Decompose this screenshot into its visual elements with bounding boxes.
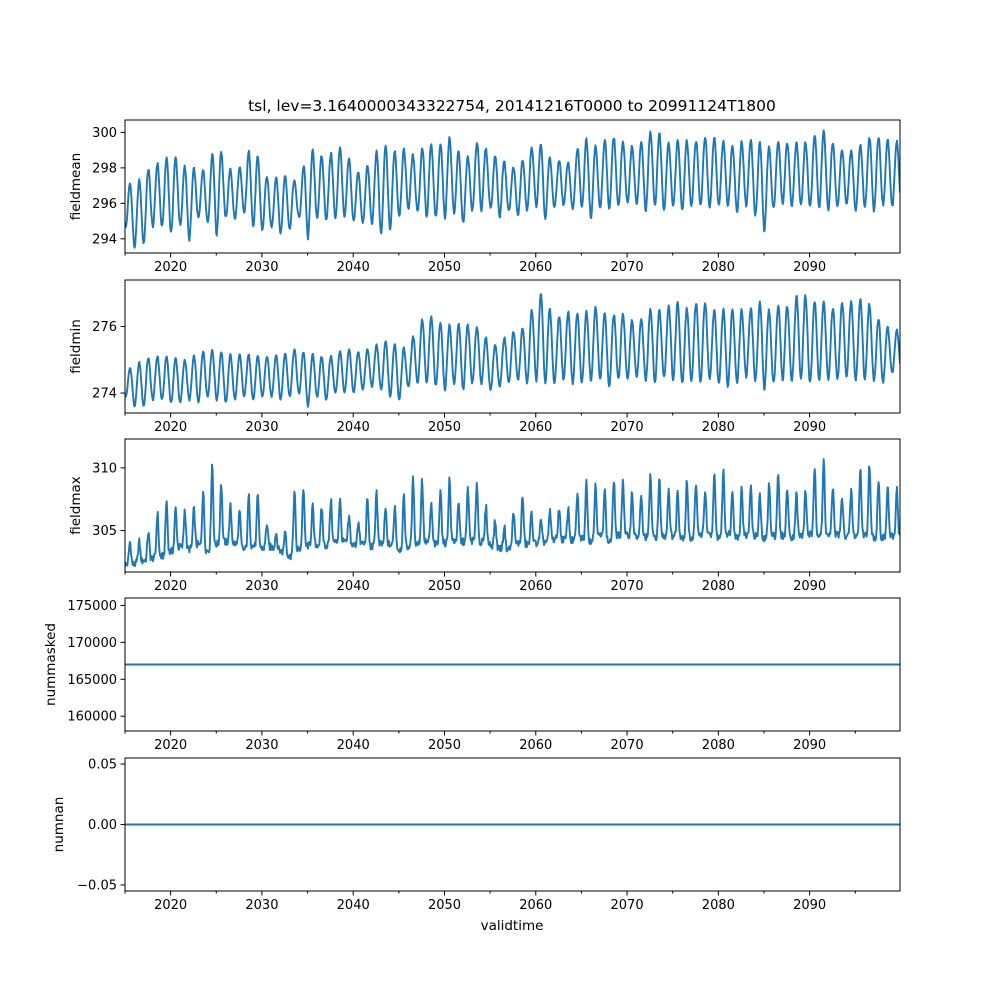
x-tick-label: 2060 [519,898,552,913]
y-axis-label: fieldmin [68,319,84,374]
y-tick-label: 310 [92,461,117,476]
subplot-fieldmax: 2020 2030 2040 2050 2060 2070 2080 2090 305 310 fi… [68,438,901,594]
x-tick-label: 2020 [154,898,187,913]
x-tick-label: 2050 [428,898,461,913]
x-tick-label: 2060 [519,579,552,594]
y-tick-label: 0.05 [88,758,117,773]
x-tick-label: 2080 [702,260,735,275]
subplot-fieldmean: 2020 2030 2040 2050 2060 2070 2080 2090 294 296 29… [68,119,901,275]
x-tick-label: 2080 [702,579,735,594]
x-tick-label: 2090 [793,898,826,913]
series-line-fieldmin [125,293,900,408]
y-tick-label: 276 [92,320,117,335]
axes-frame [124,438,901,573]
x-tick-label: 2030 [245,579,278,594]
x-tick-label: 2020 [154,579,187,594]
y-tick-label: 298 [92,161,117,176]
x-tick-label: 2090 [793,260,826,275]
x-tick-label: 2080 [702,898,735,913]
x-tick-label: 2020 [154,420,187,435]
x-tick-label: 2070 [611,738,644,753]
y-axis-label: numnan [51,797,67,853]
x-tick-label: 2020 [154,738,187,753]
x-tick-label: 2040 [337,579,370,594]
x-tick-label: 2080 [702,420,735,435]
x-tick-label: 2050 [428,738,461,753]
subplot-fieldmin: 2020 2030 2040 2050 2060 2070 2080 2090 274 276 fi… [68,279,901,435]
subplot-nummasked: 2020 2030 2040 2050 2060 2070 2080 2090 160000 16… [43,597,901,753]
axes-frame [124,119,901,254]
x-axis-label: validtime [481,918,544,934]
x-tick-label: 2090 [793,738,826,753]
x-tick-label: 2040 [337,738,370,753]
subplots: 2020 2030 2040 2050 2060 2070 2080 2090 294 296 29… [43,119,901,913]
x-tick-label: 2060 [519,260,552,275]
x-tick-label: 2040 [337,260,370,275]
x-tick-label: 2050 [428,260,461,275]
y-tick-label: 170000 [67,636,117,651]
x-tick-label: 2060 [519,738,552,753]
series-line-fieldmean [125,129,900,249]
series-line-fieldmax [125,458,900,567]
y-tick-label: 175000 [67,599,117,614]
y-tick-label: 305 [92,524,117,539]
x-tick-label: 2030 [245,420,278,435]
x-tick-label: 2050 [428,420,461,435]
x-tick-label: 2070 [611,898,644,913]
x-tick-label: 2070 [611,420,644,435]
y-axis-label: nummasked [43,623,59,706]
y-axis-label: fieldmax [68,476,84,535]
x-tick-label: 2070 [611,579,644,594]
x-tick-label: 2040 [337,898,370,913]
x-tick-label: 2090 [793,420,826,435]
x-tick-label: 2090 [793,579,826,594]
x-tick-label: 2080 [702,738,735,753]
chart-title: tsl, lev=3.1640000343322754, 20141216T00… [248,97,776,115]
y-tick-label: 294 [92,232,117,247]
x-tick-label: 2030 [245,260,278,275]
y-tick-label: −0.05 [77,878,117,893]
y-axis-label: fieldmean [68,153,84,220]
x-tick-label: 2050 [428,579,461,594]
y-tick-label: 274 [92,387,117,402]
x-tick-label: 2030 [245,738,278,753]
y-tick-label: 300 [92,126,117,141]
x-tick-label: 2020 [154,260,187,275]
axes-frame [124,597,901,732]
x-tick-label: 2070 [611,260,644,275]
x-tick-label: 2030 [245,898,278,913]
y-tick-label: 160000 [67,710,117,725]
axes-frame [124,279,901,414]
y-tick-label: 165000 [67,673,117,688]
x-tick-label: 2060 [519,420,552,435]
y-tick-label: 0.00 [88,818,117,833]
subplot-numnan: 2020 2030 2040 2050 2060 2070 2080 2090 −0.05 0.0… [51,757,901,913]
y-tick-label: 296 [92,197,117,212]
x-tick-label: 2040 [337,420,370,435]
